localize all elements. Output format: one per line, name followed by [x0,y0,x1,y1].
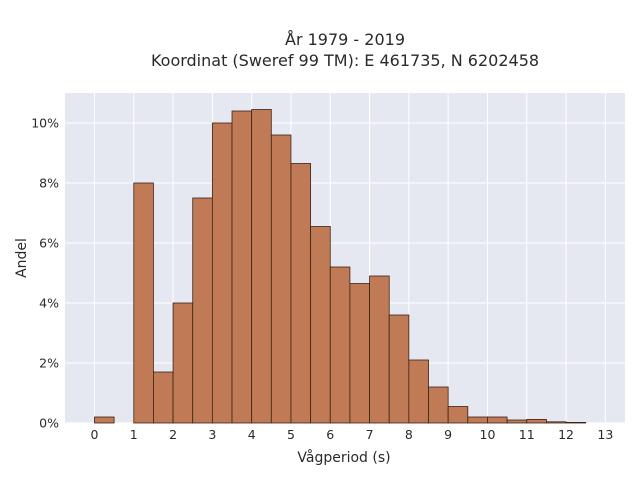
histogram-bar [467,416,488,424]
y-tick-label: 4% [39,296,59,311]
histogram-bar [94,416,115,424]
histogram-bar [408,359,429,424]
chart-subtitle: Koordinat (Sweref 99 TM): E 461735, N 62… [151,51,539,70]
histogram-bar [172,302,194,424]
x-tick-label: 11 [519,427,535,442]
histogram-bar [251,109,272,424]
histogram-bar [153,371,174,424]
x-tick-label: 2 [169,427,177,442]
x-tick-label: 3 [208,427,216,442]
chart-title: År 1979 - 2019 [285,30,405,49]
histogram-bar [192,197,213,424]
histogram-bar [487,416,508,424]
y-tick-label: 10% [31,116,59,131]
histogram-bar [211,122,233,424]
histogram-bar [428,386,449,424]
histogram-bar [506,419,528,424]
x-tick-label: 1 [130,427,138,442]
x-tick-label: 6 [326,427,334,442]
x-tick-label: 10 [480,427,496,442]
x-tick-label: 13 [597,427,613,442]
y-tick-label: 8% [39,176,59,191]
histogram-bar [369,275,390,424]
y-tick-label: 2% [39,356,59,371]
histogram-bar [526,418,547,424]
histogram-bar [290,163,312,424]
histogram-bar [546,421,567,424]
x-tick-label: 4 [248,427,256,442]
x-axis-ticks: 0 1 2 3 4 5 6 7 8 9 10 11 12 13 [90,427,613,442]
x-tick-label: 9 [444,427,452,442]
histogram-bar [270,134,292,424]
y-axis-label: Andel [14,238,30,278]
bars [94,109,587,424]
x-axis-label: Vågperiod (s) [297,449,390,466]
y-tick-label: 6% [39,236,59,251]
x-tick-label: 8 [405,427,413,442]
histogram-bar [388,314,410,424]
histogram-bar [310,226,331,424]
histogram-bar [349,283,370,424]
histogram-bar [447,406,469,424]
y-tick-label: 0% [39,416,59,431]
histogram-bar [565,421,587,424]
x-tick-label: 7 [366,427,374,442]
histogram-bar [231,110,253,424]
x-tick-label: 12 [558,427,574,442]
histogram-bar [329,266,351,424]
y-axis-ticks: 0% 2% 4% 6% 8% 10% [31,116,59,431]
histogram-bar [133,182,154,424]
x-tick-label: 5 [287,427,295,442]
x-tick-label: 0 [90,427,98,442]
